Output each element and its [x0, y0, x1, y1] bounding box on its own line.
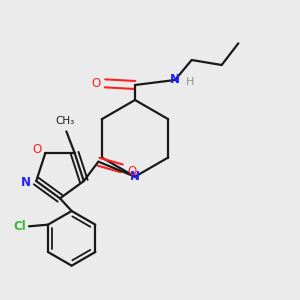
Text: H: H: [186, 77, 194, 87]
Text: N: N: [21, 176, 31, 189]
Text: N: N: [170, 74, 180, 86]
Text: Cl: Cl: [13, 220, 26, 233]
Text: O: O: [128, 165, 137, 178]
Text: CH₃: CH₃: [55, 116, 74, 126]
Text: O: O: [91, 77, 100, 90]
Text: N: N: [130, 170, 140, 183]
Text: O: O: [32, 143, 42, 156]
